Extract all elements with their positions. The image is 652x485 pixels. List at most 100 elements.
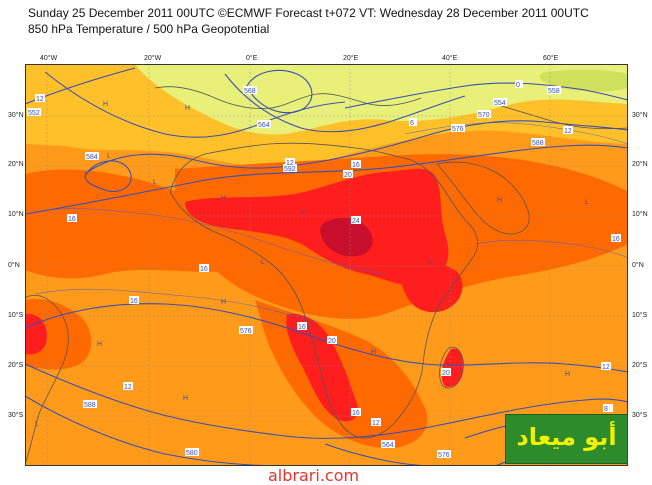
svg-text:20: 20 bbox=[442, 370, 450, 377]
geopotential-label: 588 bbox=[531, 138, 545, 147]
lat-label-0n-left: 0°N bbox=[8, 262, 20, 269]
temperature-colder-band bbox=[135, 64, 628, 135]
lat-label-30s-right: 30°S bbox=[632, 412, 648, 419]
geopotential-label: 576 bbox=[451, 124, 465, 133]
svg-text:16: 16 bbox=[130, 298, 138, 305]
coastlines bbox=[25, 86, 628, 465]
lat-label-20n-right: 20°N bbox=[632, 161, 648, 168]
lat-label-30n-right: 30°N bbox=[632, 112, 648, 119]
coast-europe bbox=[154, 86, 422, 109]
svg-text:16: 16 bbox=[612, 236, 620, 243]
map-frame bbox=[25, 64, 628, 466]
temperature-label: 16 bbox=[67, 214, 77, 223]
temperature-hot-westcoast bbox=[25, 313, 47, 355]
geopotential-label: 580 bbox=[185, 448, 199, 457]
map-title: Sunday 25 December 2011 00UTC ©ECMWF For… bbox=[28, 6, 589, 20]
svg-text:H: H bbox=[221, 195, 226, 202]
svg-text:570: 570 bbox=[478, 112, 490, 119]
svg-text:H: H bbox=[103, 101, 108, 108]
temperature-coldest-patch bbox=[539, 69, 628, 92]
svg-text:L: L bbox=[585, 199, 589, 206]
lon-label-20w-top: 20°W bbox=[144, 55, 162, 62]
lat-label-20s-left: 20°S bbox=[8, 362, 24, 369]
temperature-label: 20 bbox=[441, 368, 451, 377]
temperature-warm-southwest bbox=[25, 298, 92, 370]
svg-text:12: 12 bbox=[564, 128, 572, 135]
temperature-label: 16 bbox=[351, 408, 361, 417]
temperature-label: 12 bbox=[601, 362, 611, 371]
svg-text:564: 564 bbox=[258, 122, 270, 129]
svg-text:L: L bbox=[429, 259, 433, 266]
svg-text:H: H bbox=[497, 197, 502, 204]
temperature-label: 0 bbox=[515, 80, 523, 89]
geopotential-label: 588 bbox=[83, 400, 97, 409]
geopotential-label: 568 bbox=[243, 86, 257, 95]
lon-label-60e-top: 60°E bbox=[543, 55, 559, 62]
svg-text:L: L bbox=[153, 179, 157, 186]
temperature-label: 24 bbox=[351, 216, 361, 225]
temperature-contours bbox=[25, 122, 628, 323]
svg-text:12: 12 bbox=[602, 364, 610, 371]
svg-text:576: 576 bbox=[438, 452, 450, 459]
temperature-label: 12 bbox=[371, 418, 381, 427]
svg-text:20: 20 bbox=[328, 338, 336, 345]
svg-text:552: 552 bbox=[28, 110, 40, 117]
svg-text:H: H bbox=[97, 341, 102, 348]
svg-text:12: 12 bbox=[286, 160, 294, 167]
temperature-hot-south bbox=[286, 313, 358, 422]
svg-text:12: 12 bbox=[124, 384, 132, 391]
weather-map[interactable]: 552 568 564 570 554 558 576 588 584 592 … bbox=[25, 64, 628, 466]
svg-text:H: H bbox=[221, 299, 226, 306]
coast-madagascar bbox=[439, 346, 464, 389]
map-subtitle: 850 hPa Temperature / 500 hPa Geopotenti… bbox=[28, 22, 270, 36]
geopotential-label: 554 bbox=[493, 98, 507, 107]
temperature-label: 16 bbox=[351, 160, 361, 169]
svg-text:12: 12 bbox=[36, 96, 44, 103]
lat-label-0n-right: 0°N bbox=[632, 262, 644, 269]
svg-text:554: 554 bbox=[494, 100, 506, 107]
temperature-label: 6 bbox=[409, 118, 417, 127]
temperature-label: 16 bbox=[611, 234, 621, 243]
svg-text:H: H bbox=[565, 371, 570, 378]
lat-label-20n-left: 20°N bbox=[8, 161, 24, 168]
svg-text:16: 16 bbox=[352, 162, 360, 169]
pressure-markers: H H L L H L L H H H H L H L H L bbox=[35, 101, 589, 428]
svg-text:576: 576 bbox=[240, 328, 252, 335]
svg-text:H: H bbox=[183, 395, 188, 402]
svg-text:L: L bbox=[35, 421, 39, 428]
svg-text:16: 16 bbox=[352, 410, 360, 417]
temperature-hot-east bbox=[400, 262, 463, 313]
temperature-label: 16 bbox=[199, 264, 209, 273]
temperature-hot-madagascar bbox=[441, 348, 464, 388]
svg-text:L: L bbox=[107, 153, 111, 160]
website-watermark[interactable]: albrari.com bbox=[268, 466, 360, 485]
svg-text:12: 12 bbox=[372, 420, 380, 427]
lat-label-10n-left: 10°N bbox=[8, 211, 24, 218]
lat-label-10s-left: 10°S bbox=[8, 312, 24, 319]
lon-label-40e-top: 40°E bbox=[442, 55, 458, 62]
lon-label-0e-top: 0°E bbox=[246, 55, 258, 62]
svg-text:L: L bbox=[261, 259, 265, 266]
svg-text:0: 0 bbox=[516, 82, 520, 89]
lat-label-20s-right: 20°S bbox=[632, 362, 648, 369]
svg-text:564: 564 bbox=[382, 442, 394, 449]
coast-africa bbox=[169, 142, 478, 439]
lat-label-30s-left: 30°S bbox=[8, 412, 24, 419]
coast-arabia bbox=[436, 161, 530, 235]
svg-text:16: 16 bbox=[200, 266, 208, 273]
svg-text:8: 8 bbox=[604, 406, 608, 413]
svg-text:L: L bbox=[301, 209, 305, 216]
svg-text:H: H bbox=[371, 349, 376, 356]
coast-asia bbox=[494, 103, 628, 130]
svg-text:580: 580 bbox=[186, 450, 198, 457]
geopotential-label: 576 bbox=[437, 450, 451, 459]
svg-text:24: 24 bbox=[352, 218, 360, 225]
geopotential-label: 564 bbox=[381, 440, 395, 449]
svg-text:16: 16 bbox=[298, 324, 306, 331]
temperature-label: 12 bbox=[285, 158, 295, 167]
contour-labels: 552 568 564 570 554 558 576 588 584 592 … bbox=[27, 80, 621, 459]
coast-south-america bbox=[25, 294, 69, 465]
temperature-label: 12 bbox=[35, 94, 45, 103]
geopotential-label: 584 bbox=[85, 152, 99, 161]
geopotential-label: 592 bbox=[283, 164, 297, 173]
